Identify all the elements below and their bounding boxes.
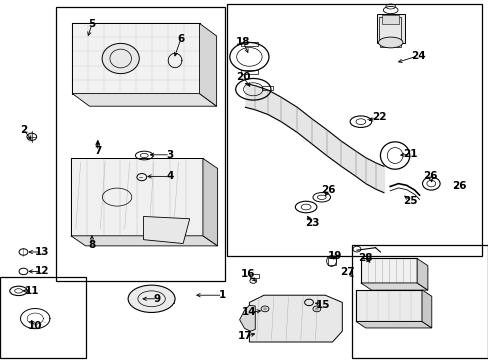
Text: 19: 19: [327, 251, 342, 261]
Bar: [56, 7, 224, 281]
Text: 12: 12: [34, 266, 49, 276]
Text: 22: 22: [371, 112, 386, 122]
Bar: [382, 15, 398, 24]
Bar: [379, 17, 401, 41]
Bar: [131, 295, 174, 303]
Polygon shape: [72, 94, 216, 106]
Text: 24: 24: [410, 51, 425, 61]
Ellipse shape: [128, 285, 175, 312]
Bar: [327, 257, 336, 265]
Text: 7: 7: [94, 146, 102, 156]
Bar: [250, 274, 259, 278]
Bar: [0, 277, 85, 358]
Text: 14: 14: [242, 307, 256, 318]
Bar: [376, 14, 404, 43]
Polygon shape: [143, 216, 189, 243]
Bar: [240, 42, 258, 46]
Text: 6: 6: [177, 34, 184, 44]
Text: 27: 27: [339, 267, 354, 277]
Bar: [262, 86, 272, 90]
Text: 13: 13: [34, 247, 49, 257]
Text: 11: 11: [24, 286, 39, 296]
Bar: [72, 23, 199, 94]
Circle shape: [263, 307, 266, 310]
Bar: [355, 290, 421, 321]
Polygon shape: [239, 305, 255, 331]
Bar: [380, 39, 400, 47]
Bar: [240, 70, 258, 74]
Text: 9: 9: [154, 294, 161, 304]
Polygon shape: [249, 295, 342, 342]
Text: 15: 15: [315, 300, 329, 310]
Polygon shape: [416, 258, 427, 290]
Polygon shape: [199, 23, 216, 106]
Bar: [71, 158, 203, 236]
Text: 5: 5: [88, 19, 95, 30]
Polygon shape: [71, 236, 217, 246]
Bar: [227, 4, 481, 256]
Text: 20: 20: [236, 72, 250, 82]
Bar: [360, 258, 416, 283]
Text: 28: 28: [358, 253, 372, 264]
Ellipse shape: [378, 37, 402, 48]
Text: 25: 25: [403, 196, 417, 206]
Text: 8: 8: [88, 240, 95, 250]
Text: 17: 17: [238, 331, 252, 341]
Text: 2: 2: [20, 125, 27, 135]
Text: 26: 26: [451, 181, 466, 192]
Text: 4: 4: [166, 171, 174, 181]
Text: 3: 3: [166, 150, 173, 160]
Text: 10: 10: [28, 321, 42, 331]
Bar: [355, 290, 421, 321]
Bar: [360, 258, 416, 283]
Polygon shape: [355, 321, 431, 328]
Circle shape: [314, 307, 318, 310]
Polygon shape: [360, 283, 427, 290]
Polygon shape: [203, 158, 217, 246]
Text: 21: 21: [403, 149, 417, 159]
Polygon shape: [421, 290, 431, 328]
Text: 26: 26: [321, 185, 335, 195]
Bar: [351, 245, 487, 358]
Ellipse shape: [102, 43, 139, 74]
Text: 1: 1: [219, 290, 225, 300]
Bar: [72, 23, 199, 94]
Text: 18: 18: [236, 37, 250, 48]
Text: 23: 23: [304, 218, 319, 228]
Bar: [71, 158, 203, 236]
Text: 26: 26: [422, 171, 437, 181]
Text: 16: 16: [241, 269, 255, 279]
